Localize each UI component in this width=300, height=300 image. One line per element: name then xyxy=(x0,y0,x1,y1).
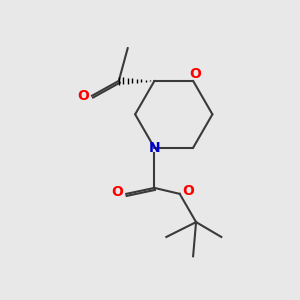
Text: O: O xyxy=(77,89,89,103)
Text: N: N xyxy=(149,141,161,155)
Text: O: O xyxy=(182,184,194,198)
Text: O: O xyxy=(190,67,201,81)
Text: O: O xyxy=(111,185,123,200)
